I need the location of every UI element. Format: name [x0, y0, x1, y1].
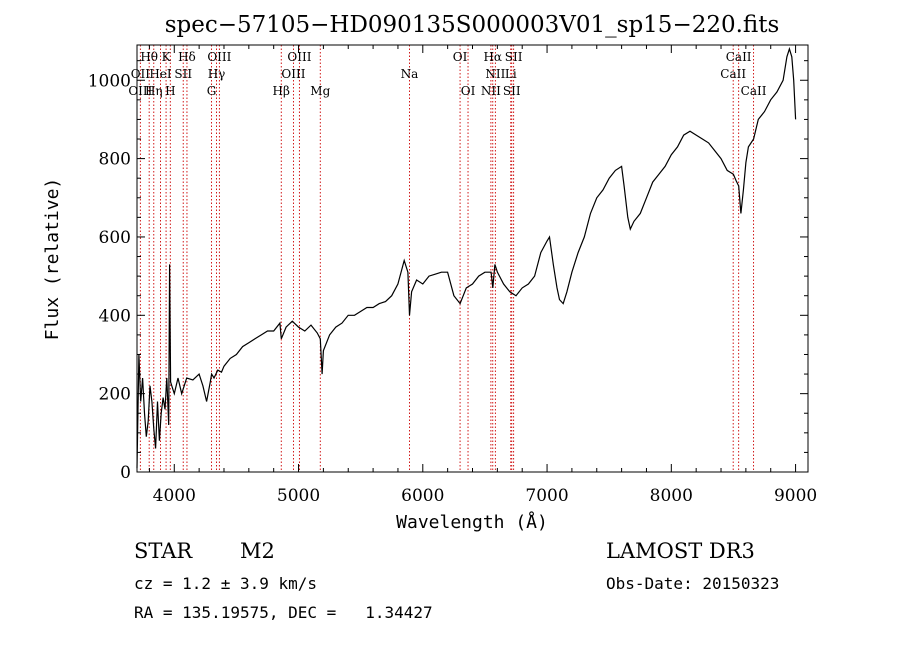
survey-name: LAMOST DR3 — [606, 539, 755, 563]
spectral-line-label: OI — [461, 84, 476, 98]
spectral-line-label: OIII — [207, 50, 231, 64]
spectral-line-label: SII — [505, 50, 523, 64]
coordinates: RA = 135.19575, DEC = 1.34427 — [134, 603, 433, 622]
object-class: STAR — [134, 539, 193, 563]
spectral-line-label: OI — [453, 50, 468, 64]
spectral-line-label: Mg — [310, 84, 330, 98]
y-tick-label: 200 — [99, 385, 131, 405]
y-tick-label: 1000 — [88, 71, 131, 91]
spectral-line-label: SII — [174, 67, 192, 81]
axis-ticks: 4000 5000 6000 7000 8000 9000 0 200 400 600 800 100… — [88, 45, 817, 506]
spectral-subclass: M2 — [240, 539, 275, 563]
spectral-line-markers — [139, 45, 755, 472]
spectral-line-label: NII — [485, 67, 505, 81]
spectral-line-label: Hα — [483, 50, 502, 64]
spectral-line-label: OII — [131, 67, 151, 81]
spectral-line-label: OIII — [287, 50, 311, 64]
plot-frame — [136, 44, 809, 473]
spectral-line-label: CaII — [741, 84, 767, 98]
x-tick-label: 7000 — [525, 486, 568, 506]
y-axis-title: Flux (relative) — [42, 178, 63, 341]
spectral-line-label: SII — [503, 84, 521, 98]
y-tick-label: 400 — [99, 306, 131, 326]
spectral-line-label: OIII — [281, 67, 305, 81]
spectral-line-label: Hβ — [273, 84, 290, 98]
x-tick-label: 5000 — [277, 486, 320, 506]
spectral-line-label: G — [207, 84, 217, 98]
spectral-line-label: Hδ — [178, 50, 196, 64]
spectral-line-label: CaII — [720, 67, 746, 81]
observation-date: Obs-Date: 20150323 — [606, 574, 779, 593]
redshift-velocity: cz = 1.2 ± 3.9 km/s — [134, 574, 317, 593]
spectral-line-label: Hη — [145, 84, 163, 98]
spectral-line-label: H — [165, 84, 175, 98]
x-tick-label: 8000 — [650, 486, 693, 506]
spectral-line-label: CaII — [726, 50, 752, 64]
spectral-line-label: Na — [401, 67, 419, 81]
spectral-line-label: K — [162, 50, 172, 64]
x-tick-label: 9000 — [774, 486, 817, 506]
spectrum-series-line — [136, 46, 797, 469]
chart-title: spec−57105−HD090135S000003V01_sp15−220.f… — [165, 12, 780, 38]
x-axis-title: Wavelength (Å) — [396, 511, 548, 533]
spectral-line-label: HeI — [149, 67, 172, 81]
spectral-line-label: NII — [481, 84, 501, 98]
x-tick-label: 6000 — [401, 486, 444, 506]
y-tick-label: 0 — [120, 463, 131, 483]
spectral-line-label: Li — [505, 67, 517, 81]
x-tick-label: 4000 — [153, 486, 196, 506]
y-tick-label: 600 — [99, 228, 131, 248]
y-tick-label: 800 — [99, 150, 131, 170]
spectral-line-label: OIII — [128, 84, 152, 98]
spectral-line-label: Hθ — [140, 50, 158, 64]
spectral-line-label: Hγ — [208, 67, 226, 81]
